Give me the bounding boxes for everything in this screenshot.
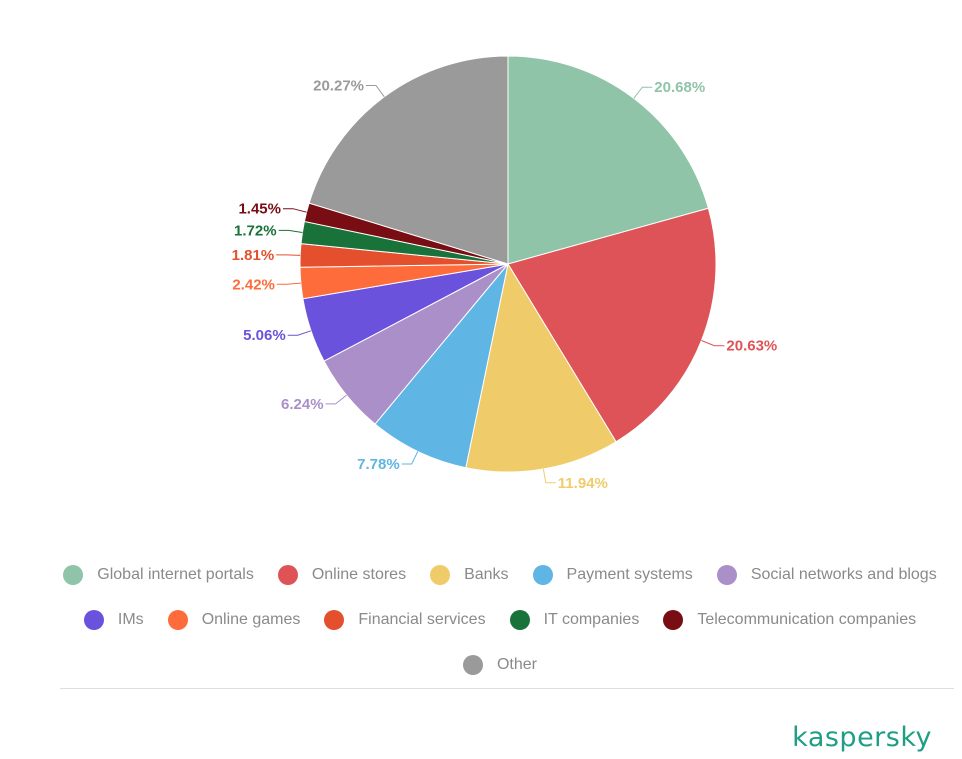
legend-item-banks[interactable]: Banks	[430, 564, 509, 585]
slice-value-label: 1.45%	[238, 201, 281, 218]
legend-item-payment-systems[interactable]: Payment systems	[532, 564, 693, 585]
leader-line	[283, 208, 307, 213]
legend-swatch	[167, 609, 188, 630]
legend-label: Global internet portals	[97, 565, 254, 583]
pie-slice-online-stores	[507, 207, 717, 443]
legend-label: Social networks and blogs	[750, 565, 937, 583]
legend-label: Banks	[464, 565, 509, 583]
legend-swatch	[324, 609, 345, 630]
legend-swatch	[509, 609, 530, 630]
leader-line	[287, 330, 312, 336]
legend-label: Other	[496, 655, 537, 673]
slice-value-label: 20.68%	[654, 79, 705, 96]
slice-value-label: 11.94%	[558, 475, 608, 492]
chart-legend: Global internet portals Online stores Bank…	[40, 552, 960, 687]
legend-item-online-stores[interactable]: Online stores	[277, 564, 407, 585]
legend-item-ims[interactable]: IMs	[83, 609, 144, 630]
slice-value-label: 1.72%	[234, 222, 277, 239]
legend-row: IMs Online games Financial services IT comp…	[40, 597, 960, 642]
leader-line	[542, 468, 556, 484]
pie-slice-other	[308, 55, 509, 265]
legend-swatch	[277, 564, 298, 585]
pie-chart-svg: 20.68% 20.63% 11.94% 7.78% 6.24% 5.06% 2.42% 1.…	[232, 55, 777, 492]
legend-swatch	[430, 564, 451, 585]
slice-value-label: 5.06%	[243, 327, 286, 344]
legend-swatch	[63, 564, 84, 585]
slice-value-label: 2.42%	[232, 276, 275, 293]
leader-line	[366, 85, 385, 98]
legend-label: IMs	[117, 610, 144, 628]
legend-swatch	[462, 654, 483, 675]
slice-value-label: 20.27%	[313, 78, 364, 95]
pie-slice-global-internet-portals	[507, 55, 709, 265]
slice-value-label: 7.78%	[357, 456, 400, 473]
leader-line	[276, 254, 301, 256]
slice-value-label: 6.24%	[281, 396, 324, 413]
legend-item-other[interactable]: Other	[462, 654, 537, 675]
legend-label: Online stores	[311, 565, 407, 583]
slice-value-label: 20.63%	[726, 338, 777, 355]
slice-value-label: 1.81%	[232, 247, 275, 264]
leader-line	[633, 86, 653, 99]
legend-row: Global internet portals Online stores Bank…	[40, 552, 960, 597]
leader-line	[401, 451, 419, 465]
legend-label: Financial services	[358, 610, 486, 628]
leader-line	[278, 229, 303, 233]
divider	[60, 688, 954, 689]
legend-label: Telecommunication companies	[697, 610, 917, 628]
legend-item-financial-services[interactable]: Financial services	[324, 609, 486, 630]
legend-swatch	[716, 564, 737, 585]
pie-slice-payment-systems	[374, 263, 509, 469]
legend-label: IT companies	[543, 610, 640, 628]
legend-item-online-games[interactable]: Online games	[167, 609, 301, 630]
leader-line	[276, 282, 301, 285]
leader-line	[325, 394, 347, 405]
legend-item-telecommunication-companies[interactable]: Telecommunication companies	[663, 609, 917, 630]
pie-chart: 20.68% 20.63% 11.94% 7.78% 6.24% 5.06% 2.42% 1.…	[232, 55, 777, 492]
legend-label: Online games	[201, 610, 301, 628]
legend-label: Payment systems	[566, 565, 693, 583]
legend-swatch	[663, 609, 684, 630]
legend-item-global-internet-portals[interactable]: Global internet portals	[63, 564, 254, 585]
legend-item-it-companies[interactable]: IT companies	[509, 609, 640, 630]
leader-line	[701, 340, 725, 347]
kaspersky-logo: kaspersky	[792, 722, 932, 753]
legend-row: Other	[40, 642, 960, 687]
legend-swatch	[83, 609, 104, 630]
legend-swatch	[532, 564, 553, 585]
legend-item-social-networks-and-blogs[interactable]: Social networks and blogs	[716, 564, 937, 585]
pie-slice-banks	[465, 262, 617, 473]
